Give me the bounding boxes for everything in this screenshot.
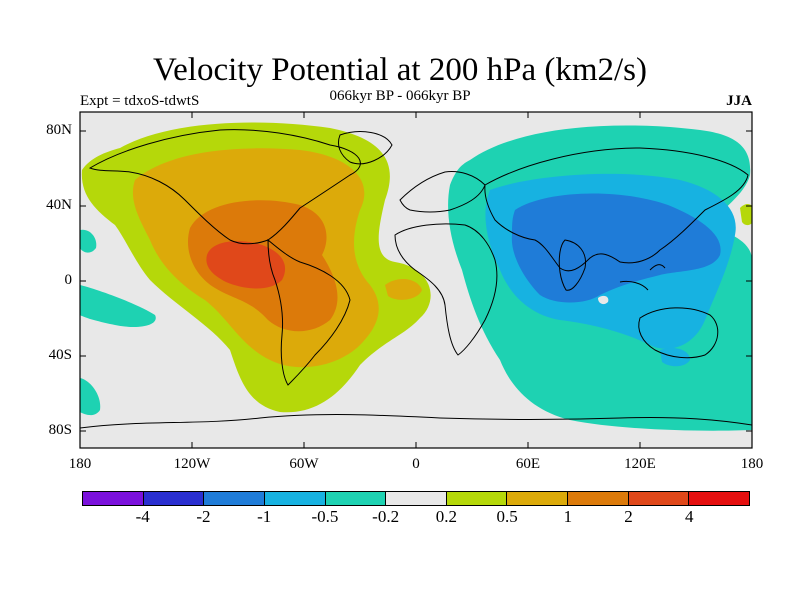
x-tick-label: 60W bbox=[289, 456, 319, 472]
colorbar-swatch bbox=[264, 492, 326, 505]
colorbar-swatch bbox=[446, 492, 508, 505]
colorbar-label: 1 bbox=[563, 507, 573, 526]
contour-positive-0.5-small bbox=[385, 278, 422, 300]
colorbar-label: -2 bbox=[196, 507, 211, 526]
x-tick-label: 180 bbox=[68, 456, 92, 472]
experiment-label: Expt = tdxoS-tdwtS bbox=[80, 93, 200, 109]
y-tick-label: 40S bbox=[48, 347, 72, 363]
period-label: 066kyr BP - 066kyr BP bbox=[329, 88, 471, 104]
contour-positive-0.2-small bbox=[740, 204, 752, 226]
colorbar-label: -0.2 bbox=[372, 507, 400, 526]
colorbar bbox=[82, 491, 750, 506]
axis-ticks bbox=[80, 112, 752, 448]
colorbar-label: -4 bbox=[135, 507, 150, 526]
colorbar-label: 2 bbox=[624, 507, 633, 526]
contour-positive-2 bbox=[206, 241, 286, 289]
colorbar-swatch bbox=[386, 492, 447, 505]
y-tick-label: 80N bbox=[46, 122, 72, 138]
contour-negative-0.2-sw2 bbox=[80, 378, 101, 416]
colorbar-label: -1 bbox=[257, 507, 272, 526]
x-tick-label: 180 bbox=[740, 456, 764, 472]
colorbar-swatch bbox=[689, 492, 750, 505]
colorbar-swatch bbox=[83, 492, 144, 505]
contour-hole bbox=[598, 295, 609, 305]
colorbar-label: 0.5 bbox=[496, 507, 518, 526]
contour-negative-0.2-sw bbox=[80, 285, 156, 327]
x-tick-label: 60E bbox=[515, 456, 541, 472]
coastlines bbox=[80, 129, 752, 429]
season-label: JJA bbox=[726, 93, 752, 109]
colorbar-swatch bbox=[507, 492, 569, 505]
y-tick-label: 80S bbox=[48, 422, 72, 438]
colorbar-swatch bbox=[325, 492, 387, 505]
colorbar-swatch bbox=[204, 492, 265, 505]
x-tick-label: 120W bbox=[173, 456, 211, 472]
colorbar-label: 0.2 bbox=[435, 507, 457, 526]
colorbar-label: 4 bbox=[685, 507, 694, 526]
colorbar-label: -0.5 bbox=[311, 507, 339, 526]
y-tick-label: 40N bbox=[46, 197, 72, 213]
colorbar-swatch bbox=[628, 492, 690, 505]
chart-title: Velocity Potential at 200 hPa (km2/s) bbox=[152, 52, 648, 88]
x-tick-label: 120E bbox=[624, 456, 656, 472]
x-tick-label: 0 bbox=[412, 456, 420, 472]
contour-negative-0.2-west bbox=[80, 229, 97, 253]
contour-negative-1 bbox=[511, 193, 721, 303]
y-tick-label: 0 bbox=[64, 272, 73, 288]
colorbar-swatch bbox=[568, 492, 629, 505]
colorbar-swatch bbox=[143, 492, 205, 505]
